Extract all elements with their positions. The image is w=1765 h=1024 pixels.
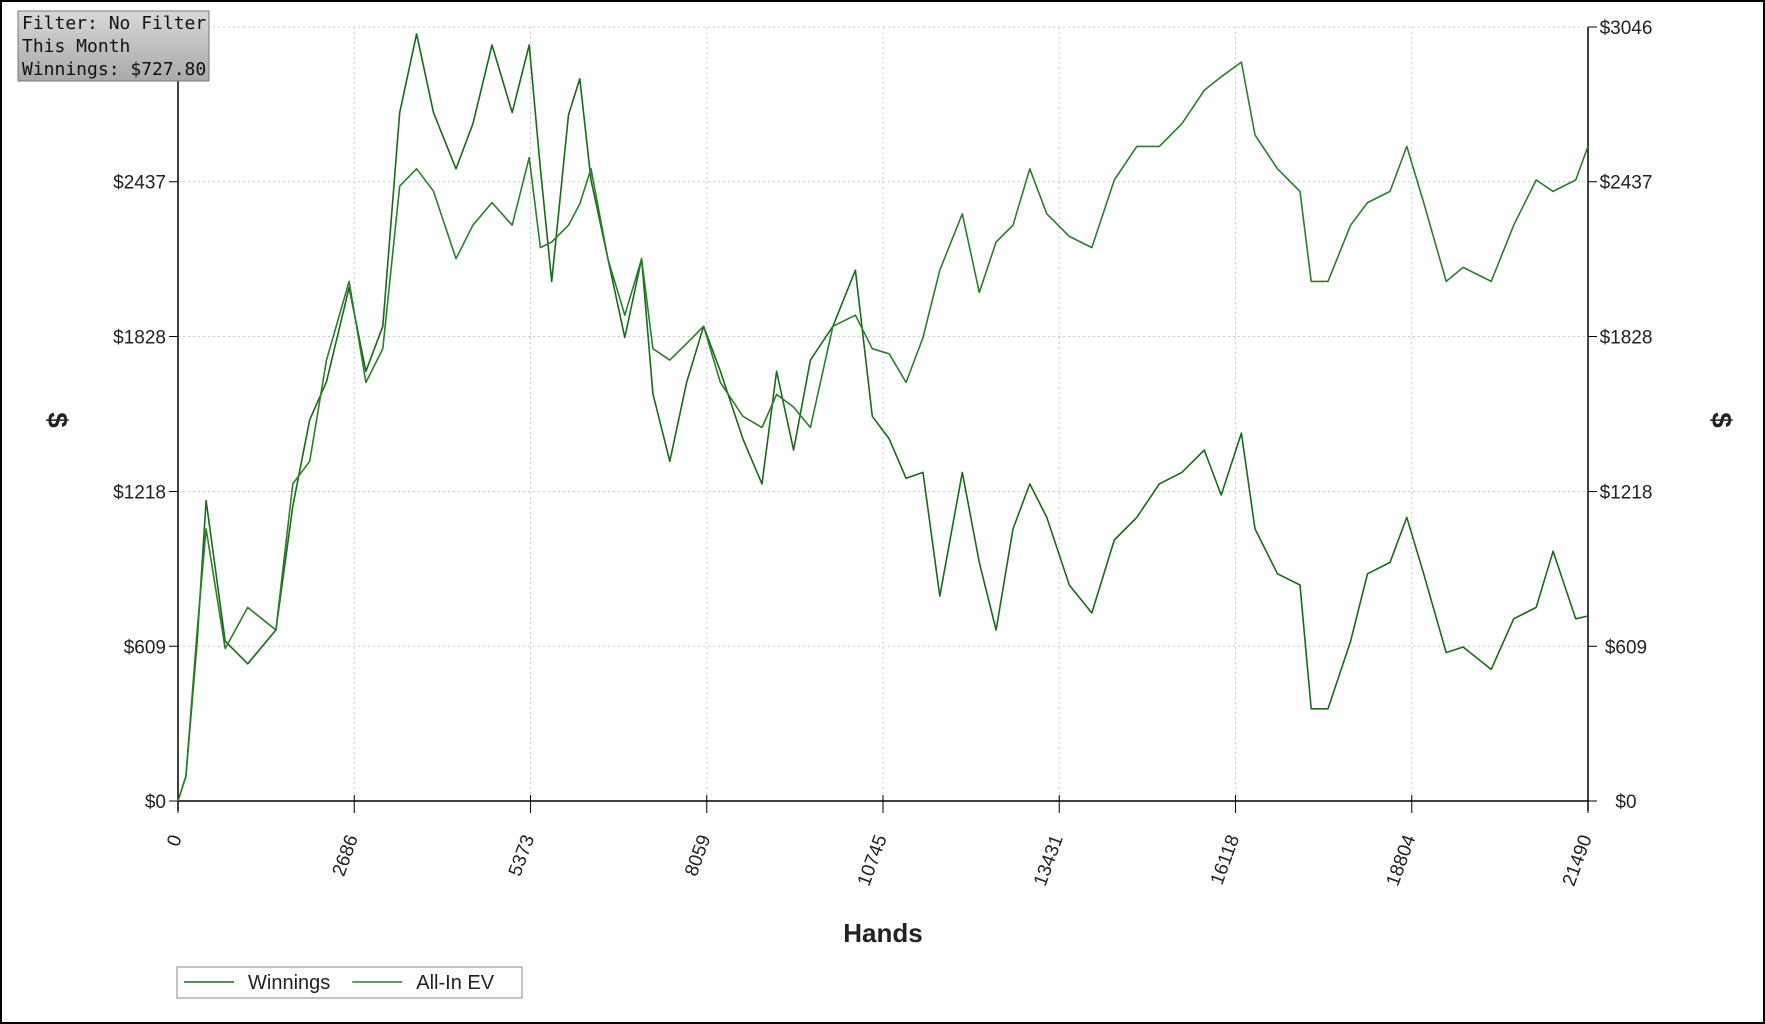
- y-axis-label: $: [42, 412, 73, 428]
- y2-tick-label: $1218: [1600, 483, 1653, 504]
- y-tick-label: $1218: [113, 483, 166, 504]
- y-tick-label: $2437: [113, 173, 166, 194]
- info-box: [17, 10, 210, 82]
- y2-tick-label: $2437: [1600, 173, 1653, 194]
- info-filter: Filter: No Filter: [22, 13, 206, 34]
- legend-box: [176, 966, 523, 999]
- plot-area: $0 $0 $609 $609 $1218 $1218 $1828 $1828 $2437 $24…: [113, 18, 1652, 889]
- legend: Winnings All-In EV: [184, 972, 495, 994]
- legend-label: Winnings: [248, 972, 330, 994]
- y2-tick-label: $1828: [1600, 327, 1653, 348]
- y-tick-label: $0: [145, 792, 166, 813]
- y-tick-label: $1828: [113, 327, 166, 348]
- y2-tick-label: $609: [1605, 637, 1647, 658]
- x-axis-label: Hands: [843, 918, 922, 948]
- info-period: This Month: [22, 36, 130, 57]
- info-winnings: Winnings: $727.80: [22, 59, 206, 80]
- series-line: [177, 61, 1589, 802]
- y2-axis-label: $: [1706, 412, 1737, 428]
- legend-label: All-In EV: [416, 972, 494, 994]
- y2-tick-label: $3046: [1600, 18, 1653, 39]
- y-tick-label: $609: [124, 637, 166, 658]
- y2-tick-label: $0: [1615, 792, 1636, 813]
